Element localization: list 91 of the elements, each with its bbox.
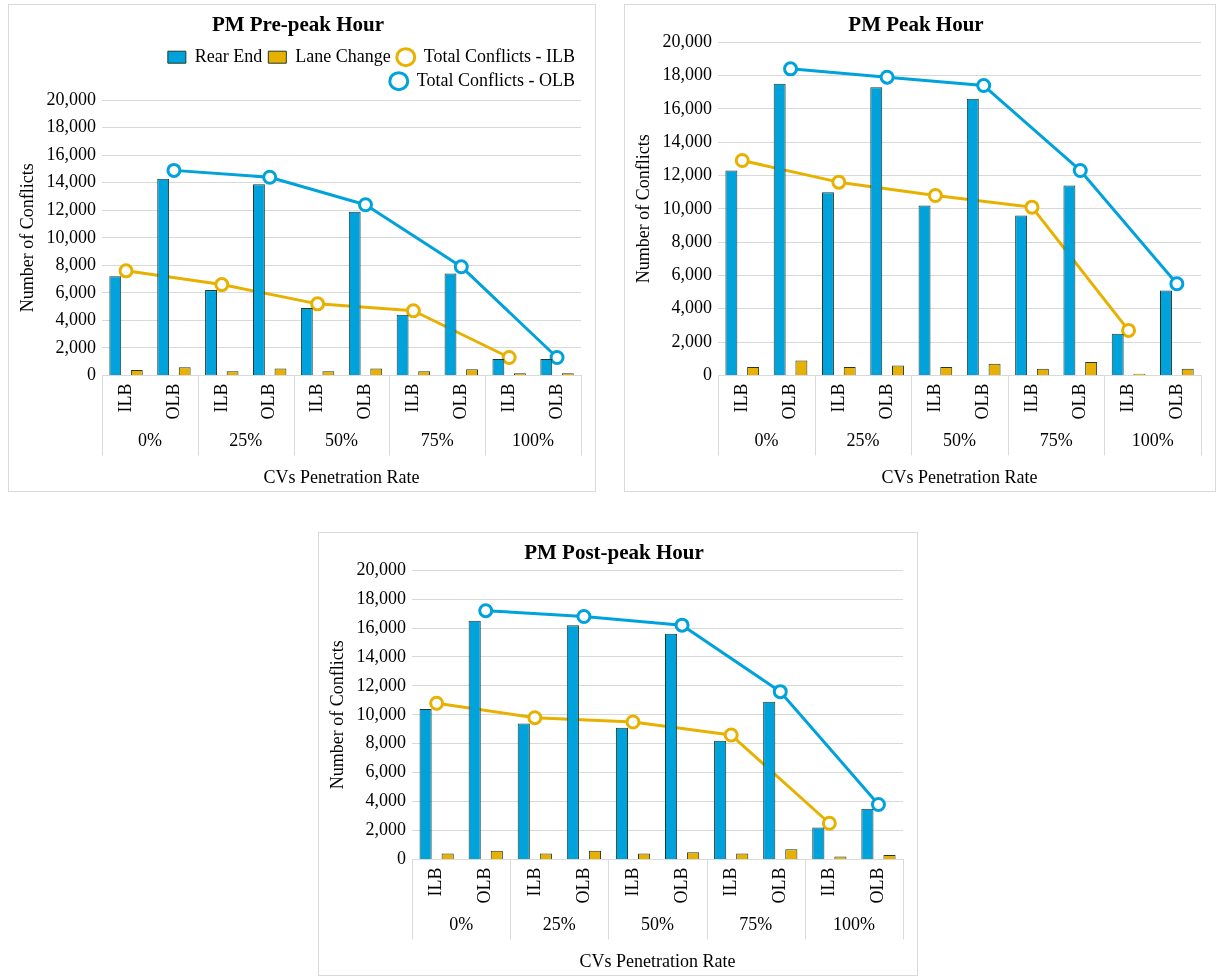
x-tick-label: OLB [769,867,790,904]
x-tick-label: ILB [1117,383,1138,413]
x-tick-label: OLB [1069,383,1090,420]
y-tick-label: 2,000 [671,330,713,351]
y-tick-label: 4,000 [671,297,713,318]
x-tick-label: ILB [425,867,446,897]
x-tick-label: ILB [719,867,740,897]
x-tick-label: ILB [523,867,544,897]
y-tick-label: 18,000 [46,116,97,137]
x-tick-label: OLB [670,867,691,904]
y-tick-label: 20,000 [356,558,407,579]
x-tick-label: ILB [827,383,848,413]
y-tick-label: 12,000 [662,164,713,185]
y-tick-label: 0 [397,848,407,869]
x-tick-label: OLB [875,383,896,420]
x-tick-label: OLB [162,383,183,420]
y-tick-label: 6,000 [365,761,407,782]
x-tick-label: OLB [474,867,495,904]
x-tick-label: ILB [306,383,327,413]
y-tick-label: 8,000 [671,230,713,251]
text: 75% [420,430,454,451]
x-tick-label: OLB [972,383,993,420]
y-axis-title: Number of Conflicts [16,163,37,313]
text: 75% [739,914,773,935]
y-tick-label: 12,000 [356,674,407,695]
text: 50% [641,914,675,935]
chart-title: PM Peak Hour [848,12,984,37]
text: 50% [325,430,359,451]
x-tick-label: ILB [818,867,839,897]
y-tick-label: 18,000 [662,64,713,85]
x-tick-label: ILB [1020,383,1041,413]
x-tick-label: ILB [730,383,751,413]
y-tick-label: 10,000 [356,703,407,724]
y-tick-label: 2,000 [365,819,407,840]
y-tick-label: 4,000 [365,790,407,811]
x-axis-title: CVs Penetration Rate [579,950,736,971]
y-tick-label: 16,000 [356,616,407,637]
y-tick-label: 20,000 [46,88,97,109]
y-tick-label: 8,000 [365,732,407,753]
legend-label: Total Conflicts - ILB [423,45,575,66]
y-tick-label: 18,000 [356,587,407,608]
y-axis-title: Number of Conflicts [326,640,347,790]
x-axis-title: CVs Penetration Rate [881,466,1038,487]
legend-label: Lane Change [295,45,391,66]
y-tick-label: 10,000 [46,226,97,247]
y-tick-label: 14,000 [46,171,97,192]
x-tick-label: OLB [354,383,375,420]
chart-title: PM Pre-peak Hour [211,12,385,37]
text: 100% [1131,430,1174,451]
legend-label: Total Conflicts - OLB [416,69,576,90]
x-axis-title: CVs Penetration Rate [263,466,420,487]
x-tick-label: OLB [258,383,279,420]
y-tick-label: 16,000 [662,97,713,118]
legend-label: Rear End [194,45,263,66]
y-tick-label: 6,000 [671,264,713,285]
x-tick-label: ILB [924,383,945,413]
text: 100% [512,430,555,451]
y-tick-label: 0 [703,364,713,385]
x-tick-label: OLB [545,383,566,420]
text: 0% [449,914,474,935]
y-tick-label: 12,000 [46,199,97,220]
x-tick-label: OLB [867,867,888,904]
text: 0% [754,430,779,451]
y-tick-label: 8,000 [55,254,97,275]
y-tick-label: 4,000 [55,309,97,330]
text: 50% [943,430,977,451]
x-tick-label: ILB [114,383,135,413]
chart-title: PM Post-peak Hour [524,540,704,565]
y-axis-title: Number of Conflicts [632,134,653,284]
y-tick-label: 14,000 [662,130,713,151]
x-tick-label: OLB [779,383,800,420]
text: 25% [229,430,263,451]
x-tick-label: ILB [210,383,231,413]
y-tick-label: 2,000 [55,336,97,357]
x-tick-label: ILB [621,867,642,897]
x-tick-label: OLB [572,867,593,904]
text: 100% [832,914,875,935]
text: 25% [542,914,576,935]
y-tick-label: 6,000 [55,281,97,302]
y-tick-label: 14,000 [356,645,407,666]
text: 25% [846,430,880,451]
y-tick-label: 16,000 [46,143,97,164]
y-tick-label: 20,000 [662,30,713,51]
x-tick-label: ILB [402,383,423,413]
y-tick-label: 10,000 [662,197,713,218]
y-tick-label: 0 [87,364,97,385]
x-tick-label: ILB [497,383,518,413]
x-tick-label: OLB [1165,383,1186,420]
text: 0% [137,430,162,451]
text: 75% [1039,430,1073,451]
x-tick-label: OLB [450,383,471,420]
